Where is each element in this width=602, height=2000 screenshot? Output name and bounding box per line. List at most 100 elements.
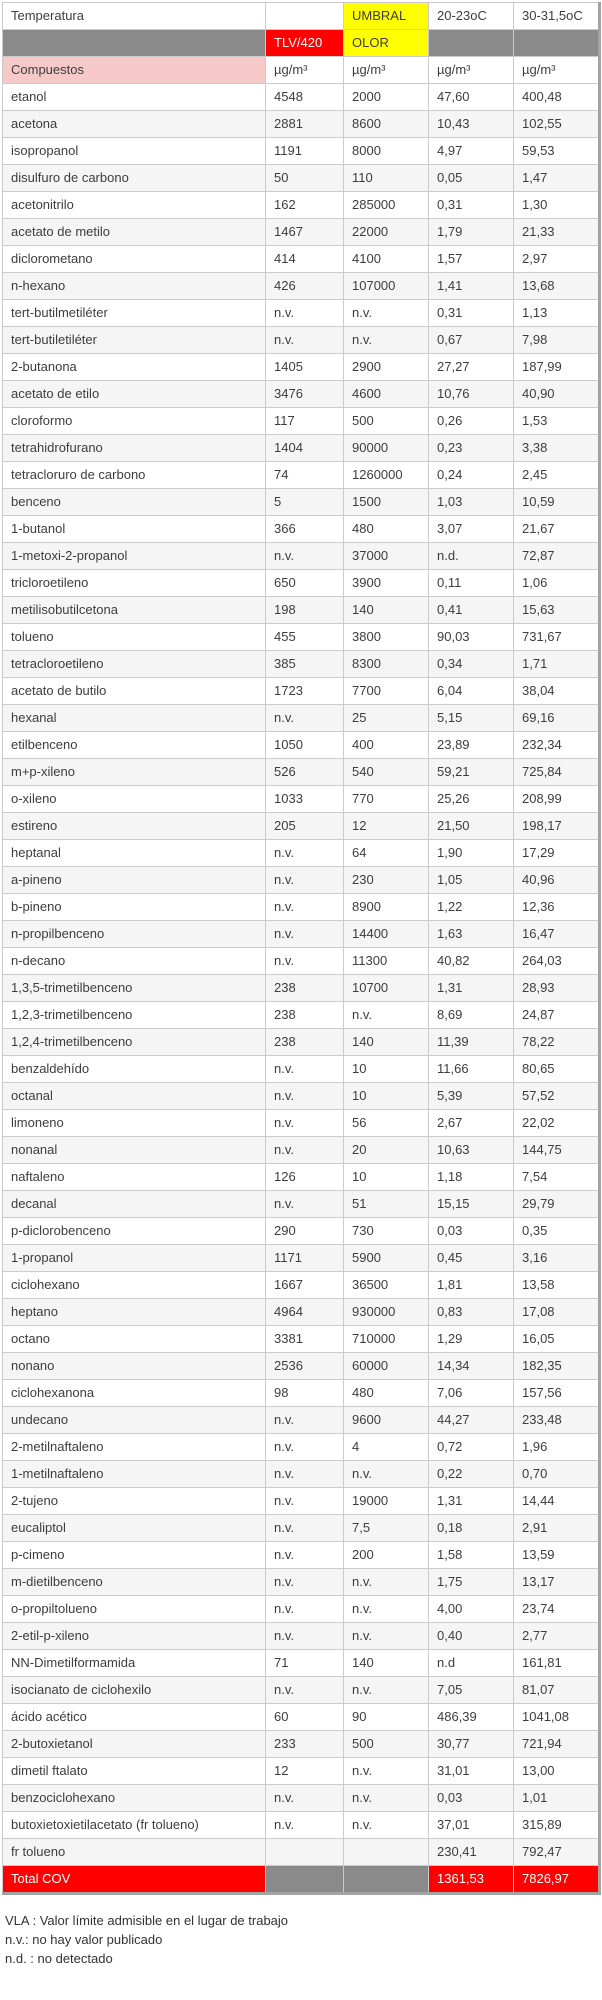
compound-value-cell: 47,60 — [428, 83, 514, 111]
compound-name-cell: 1-metoxi-2-propanol — [2, 542, 266, 570]
compound-name-cell: tetrahidrofurano — [2, 434, 266, 462]
compound-value-cell: n.v. — [265, 947, 344, 975]
compound-value-cell: 4100 — [343, 245, 429, 273]
compound-value-cell: 233 — [265, 1730, 344, 1758]
compound-value-cell: 2536 — [265, 1352, 344, 1380]
compound-name-cell: acetonitrilo — [2, 191, 266, 219]
compound-rows: etanol 4548 2000 47,60 400,48 acetona 2881 8600… — [2, 83, 600, 1866]
compound-value-cell: 1033 — [265, 785, 344, 813]
compound-value-cell: 1,75 — [428, 1568, 514, 1596]
compound-name-cell: n-decano — [2, 947, 266, 975]
compound-value-cell: 0,26 — [428, 407, 514, 435]
compound-row: diclorometano 414 4100 1,57 2,97 — [2, 245, 600, 273]
compound-value-cell: 1041,08 — [513, 1703, 600, 1731]
compound-name-cell: nonanal — [2, 1136, 266, 1164]
compound-value-cell: n.v. — [343, 299, 429, 327]
compuestos-label: Compuestos — [2, 56, 266, 84]
compound-name-cell: 1,2,3-trimetilbenceno — [2, 1001, 266, 1029]
compound-value-cell: n.v. — [343, 1460, 429, 1488]
compound-value-cell: 1171 — [265, 1244, 344, 1272]
compound-value-cell: 11,66 — [428, 1055, 514, 1083]
compound-value-cell: 7,54 — [513, 1163, 600, 1191]
compound-value-cell: 23,89 — [428, 731, 514, 759]
compound-value-cell: 11300 — [343, 947, 429, 975]
compound-value-cell: 1405 — [265, 353, 344, 381]
compound-name-cell: tetracloruro de carbono — [2, 461, 266, 489]
compound-value-cell: 21,33 — [513, 218, 600, 246]
compound-row: isocianato de ciclohexilo n.v. n.v. 7,05 81,… — [2, 1676, 600, 1704]
compound-value-cell: 480 — [343, 1379, 429, 1407]
compound-value-cell: 0,31 — [428, 191, 514, 219]
compound-value-cell: n.v. — [265, 704, 344, 732]
compound-name-cell: 1,2,4-trimetilbenceno — [2, 1028, 266, 1056]
compound-name-cell: m-dietilbenceno — [2, 1568, 266, 1596]
compound-value-cell: 22000 — [343, 218, 429, 246]
compound-value-cell: 4 — [343, 1433, 429, 1461]
compound-value-cell: 25 — [343, 704, 429, 732]
compound-value-cell: 1,58 — [428, 1541, 514, 1569]
compound-value-cell: 1260000 — [343, 461, 429, 489]
compound-value-cell: 59,53 — [513, 137, 600, 165]
compound-row: 1,2,3-trimetilbenceno 238 n.v. 8,69 24,87 — [2, 1001, 600, 1029]
compound-value-cell: 12 — [265, 1757, 344, 1785]
compound-row: m-dietilbenceno n.v. n.v. 1,75 13,17 — [2, 1568, 600, 1596]
compound-value-cell: 13,17 — [513, 1568, 600, 1596]
compound-value-cell: 81,07 — [513, 1676, 600, 1704]
compound-value-cell: 10,59 — [513, 488, 600, 516]
compound-value-cell: 10,63 — [428, 1136, 514, 1164]
compound-row: m+p-xileno 526 540 59,21 725,84 — [2, 758, 600, 786]
gray-spacer-cell — [428, 29, 514, 57]
compound-row: ciclohexanona 98 480 7,06 157,56 — [2, 1379, 600, 1407]
compound-name-cell: tetracloroetileno — [2, 650, 266, 678]
compound-value-cell: 650 — [265, 569, 344, 597]
compound-row: octanal n.v. 10 5,39 57,52 — [2, 1082, 600, 1110]
compound-value-cell: 198 — [265, 596, 344, 624]
compound-name-cell: n-propilbenceno — [2, 920, 266, 948]
compound-name-cell: 1-metilnaftaleno — [2, 1460, 266, 1488]
compound-value-cell: 710000 — [343, 1325, 429, 1353]
compound-name-cell: a-pineno — [2, 866, 266, 894]
header-blank-cell — [265, 2, 344, 30]
compound-value-cell: 2,97 — [513, 245, 600, 273]
compound-value-cell: 69,16 — [513, 704, 600, 732]
compound-value-cell: n.v. — [265, 1622, 344, 1650]
compound-value-cell: 400,48 — [513, 83, 600, 111]
compound-value-cell: 0,11 — [428, 569, 514, 597]
compound-value-cell: 13,58 — [513, 1271, 600, 1299]
compound-value-cell: 16,47 — [513, 920, 600, 948]
compound-row: a-pineno n.v. 230 1,05 40,96 — [2, 866, 600, 894]
compound-value-cell: 72,87 — [513, 542, 600, 570]
compound-name-cell: disulfuro de carbono — [2, 164, 266, 192]
compound-value-cell: 13,59 — [513, 1541, 600, 1569]
compound-value-cell: 0,41 — [428, 596, 514, 624]
compound-row: 1-metoxi-2-propanol n.v. 37000 n.d. 72,87 — [2, 542, 600, 570]
compound-name-cell: isocianato de ciclohexilo — [2, 1676, 266, 1704]
compound-value-cell: 1,31 — [428, 974, 514, 1002]
compound-name-cell: m+p-xileno — [2, 758, 266, 786]
compound-value-cell: n.v. — [265, 299, 344, 327]
compound-value-cell: 13,00 — [513, 1757, 600, 1785]
footnote-nd: n.d. : no detectado — [5, 1951, 113, 1966]
compound-value-cell: 28,93 — [513, 974, 600, 1002]
compound-name-cell: p-diclorobenceno — [2, 1217, 266, 1245]
compound-row: nonanal n.v. 20 10,63 144,75 — [2, 1136, 600, 1164]
compound-value-cell: 40,90 — [513, 380, 600, 408]
compound-name-cell: undecano — [2, 1406, 266, 1434]
table-header: Temperatura UMBRAL 20-23oC 30-31,5oC TLV… — [2, 2, 600, 84]
compound-value-cell: 37000 — [343, 542, 429, 570]
gray-spacer-cell — [513, 29, 600, 57]
compound-row: ciclohexano 1667 36500 1,81 13,58 — [2, 1271, 600, 1299]
compound-row: o-xileno 1033 770 25,26 208,99 — [2, 785, 600, 813]
compound-value-cell: 385 — [265, 650, 344, 678]
compound-value-cell: 2881 — [265, 110, 344, 138]
compound-value-cell: 27,27 — [428, 353, 514, 381]
table-footer: Total COV 1361,53 7826,97 — [2, 1865, 600, 1894]
compound-value-cell: 14,44 — [513, 1487, 600, 1515]
unit-label: µg/m³ — [428, 56, 514, 84]
compound-name-cell: naftaleno — [2, 1163, 266, 1191]
unit-label: µg/m³ — [343, 56, 429, 84]
compound-value-cell: n.v. — [265, 1514, 344, 1542]
compound-name-cell: etanol — [2, 83, 266, 111]
compound-row: disulfuro de carbono 50 110 0,05 1,47 — [2, 164, 600, 192]
compound-value-cell: 500 — [343, 407, 429, 435]
